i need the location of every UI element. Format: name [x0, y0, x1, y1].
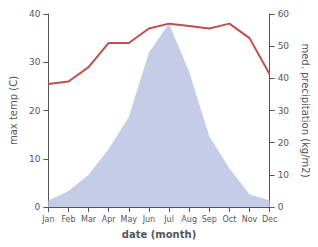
- svg-text:Mar: Mar: [81, 215, 97, 224]
- svg-text:10: 10: [29, 154, 41, 164]
- svg-text:Jul: Jul: [163, 215, 174, 224]
- svg-text:40: 40: [29, 9, 41, 19]
- svg-text:Dec: Dec: [262, 215, 277, 224]
- svg-text:40: 40: [278, 73, 290, 83]
- svg-text:May: May: [121, 215, 138, 224]
- svg-text:20: 20: [278, 138, 290, 148]
- svg-text:max temp (C): max temp (C): [8, 76, 19, 145]
- svg-text:50: 50: [278, 41, 290, 51]
- svg-text:Sep: Sep: [202, 215, 217, 224]
- svg-text:10: 10: [278, 170, 290, 180]
- svg-text:Jun: Jun: [142, 215, 156, 224]
- svg-text:0: 0: [35, 202, 41, 212]
- svg-text:20: 20: [29, 106, 41, 116]
- svg-text:med. precipitation (kg/m2): med. precipitation (kg/m2): [300, 43, 311, 177]
- svg-text:Oct: Oct: [222, 215, 236, 224]
- svg-text:30: 30: [278, 106, 290, 116]
- svg-text:Jan: Jan: [41, 215, 54, 224]
- svg-text:Aug: Aug: [181, 215, 197, 224]
- svg-text:0: 0: [278, 202, 284, 212]
- svg-text:Nov: Nov: [242, 215, 258, 224]
- svg-text:date (month): date (month): [122, 229, 196, 240]
- svg-text:60: 60: [278, 9, 290, 19]
- svg-text:30: 30: [29, 57, 41, 67]
- svg-text:Apr: Apr: [102, 215, 117, 224]
- svg-text:Feb: Feb: [61, 215, 75, 224]
